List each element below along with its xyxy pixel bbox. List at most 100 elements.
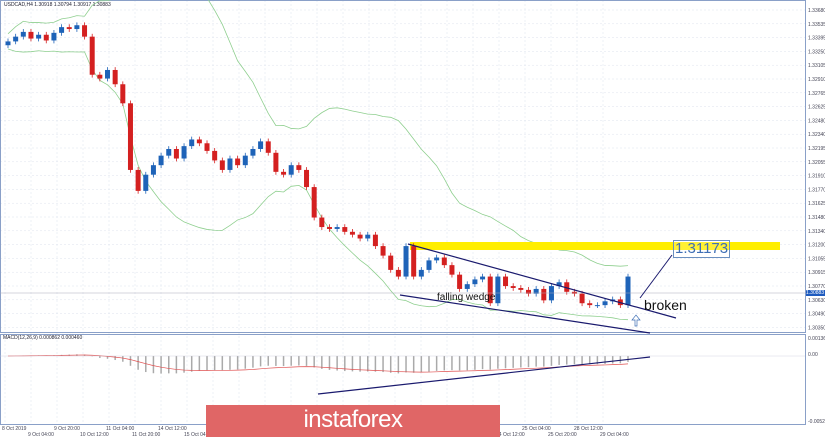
price-tick: 1.33395 — [808, 36, 825, 42]
price-tick: 1.33680 — [808, 8, 825, 14]
price-tick: 1.32765 — [808, 91, 825, 97]
macd-tick: 0.001362 — [808, 336, 825, 342]
price-tick: 1.30350 — [808, 325, 825, 331]
candle — [357, 234, 363, 239]
price-tick: 1.31480 — [808, 215, 825, 221]
candle — [571, 291, 577, 294]
price-tick: 1.32195 — [808, 146, 825, 152]
candle — [533, 288, 539, 294]
candle — [365, 234, 371, 239]
candle — [380, 246, 386, 256]
candle — [449, 265, 455, 275]
price-tick: 1.32340 — [808, 132, 825, 138]
time-tick: 29 Oct 04:00 — [600, 432, 629, 437]
instaforex-logo: instaforex — [206, 405, 500, 437]
macd-label: MACD(12,26,9) 0.000862 0.000460 — [3, 335, 83, 341]
time-tick: 25 Oct 20:00 — [548, 432, 577, 437]
price-tick: 1.32480 — [808, 118, 825, 124]
time-tick: 8 Oct 2019 — [2, 426, 27, 432]
time-tick: 9 Oct 04:00 — [28, 432, 54, 437]
candle — [602, 301, 608, 306]
candle — [281, 171, 287, 175]
candle — [250, 148, 256, 156]
candle — [518, 287, 524, 290]
candle — [242, 155, 248, 166]
price-tick: 1.31625 — [808, 201, 825, 207]
broken-label: broken — [644, 297, 687, 313]
candle — [418, 269, 424, 277]
candle — [342, 227, 348, 232]
candle — [43, 34, 49, 41]
candle — [510, 286, 516, 288]
candle — [74, 25, 80, 30]
pattern-label: falling wedge — [437, 292, 496, 303]
time-tick: 11 Oct 20:00 — [132, 432, 160, 437]
price-tick: 1.33250 — [808, 49, 825, 55]
candle — [82, 25, 88, 37]
candle — [158, 155, 164, 166]
target-line — [639, 254, 673, 299]
candle — [173, 148, 179, 159]
candle — [36, 34, 42, 39]
candle — [143, 174, 149, 191]
candle — [127, 103, 133, 170]
resistance-zone — [410, 242, 780, 250]
candle — [464, 284, 470, 289]
candle — [13, 36, 19, 42]
chart-title: USDCAD,H4 1.30918 1.30794 1.30917 1.3088… — [4, 2, 111, 8]
candle — [59, 27, 65, 33]
candle — [227, 158, 233, 170]
candle — [403, 246, 409, 277]
candle — [304, 169, 310, 188]
time-tick: 25 Oct 04:00 — [522, 426, 551, 432]
candle — [105, 69, 111, 79]
candle — [235, 158, 241, 166]
wedge-lower-line — [399, 294, 651, 334]
candle — [326, 227, 332, 229]
price-tick: 1.31055 — [808, 256, 825, 262]
price-tick: 1.32625 — [808, 105, 825, 111]
target-level-label: 1.31173 — [673, 240, 731, 258]
price-tick: 1.30630 — [808, 298, 825, 304]
candle — [594, 305, 600, 307]
time-tick: 9 Oct 20:00 — [54, 426, 80, 432]
price-tick: 1.32910 — [808, 77, 825, 83]
candle — [388, 255, 394, 270]
candle — [487, 276, 493, 304]
candle — [457, 274, 463, 289]
candle — [265, 141, 271, 153]
candle — [166, 148, 172, 156]
price-tick: 1.32055 — [808, 160, 825, 166]
candle — [480, 276, 486, 280]
candle — [311, 187, 317, 218]
candle — [219, 160, 225, 170]
price-tick: 1.33535 — [808, 22, 825, 28]
candle — [334, 227, 340, 229]
candle — [441, 257, 447, 266]
candle — [349, 231, 355, 235]
candle — [112, 69, 118, 85]
candle — [28, 31, 34, 39]
candle — [495, 276, 501, 304]
bollinger-lower — [7, 48, 629, 321]
candle — [150, 165, 156, 175]
candle — [395, 269, 401, 277]
candle — [319, 217, 325, 228]
candle — [564, 282, 570, 292]
macd-signal-line — [7, 354, 629, 373]
price-tick: 1.30770 — [808, 284, 825, 290]
candle — [556, 282, 562, 287]
macd-tick: -0.005201 — [808, 419, 825, 425]
time-tick: 11 Oct 04:00 — [106, 426, 134, 432]
candle — [541, 288, 547, 301]
candle — [579, 293, 585, 304]
candle — [296, 165, 302, 170]
price-tick: 1.31340 — [808, 229, 825, 235]
candle — [625, 276, 631, 306]
price-tick: 1.31770 — [808, 187, 825, 193]
candle — [411, 246, 417, 277]
candle — [273, 152, 279, 172]
up-arrow-icon — [631, 314, 641, 327]
